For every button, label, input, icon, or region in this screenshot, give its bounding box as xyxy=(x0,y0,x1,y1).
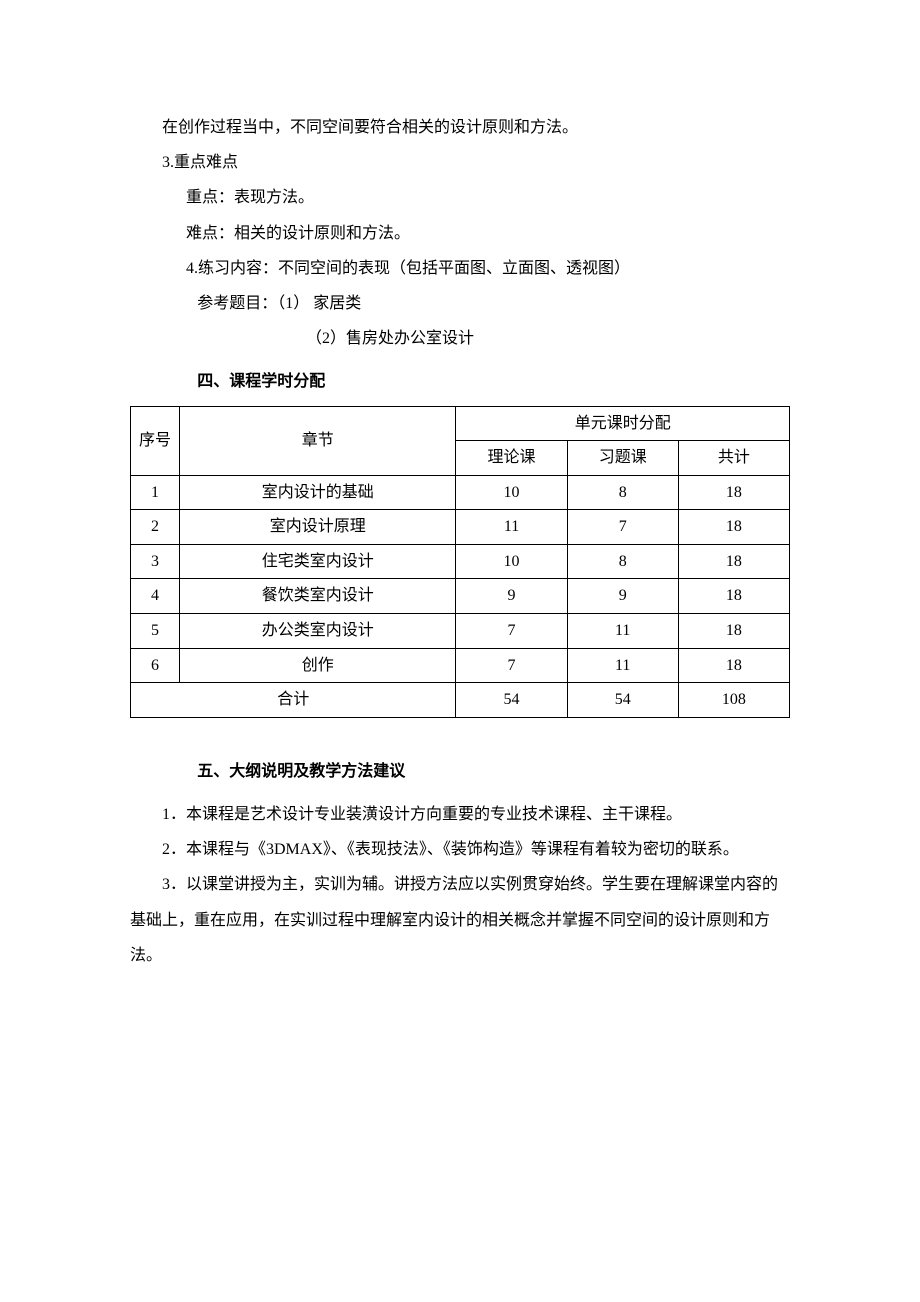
cell-exercise: 11 xyxy=(567,648,678,683)
table-row: 4餐饮类室内设计9918 xyxy=(131,579,790,614)
col-theory: 理论课 xyxy=(456,441,567,476)
cell-seq: 4 xyxy=(131,579,180,614)
cell-theory: 9 xyxy=(456,579,567,614)
paragraph: 在创作过程当中，不同空间要符合相关的设计原则和方法。 xyxy=(130,110,790,145)
cell-chapter: 室内设计原理 xyxy=(180,510,456,545)
table-header: 序号 章节 单元课时分配 理论课 习题课 共计 xyxy=(131,406,790,475)
cell-seq: 2 xyxy=(131,510,180,545)
cell-exercise: 7 xyxy=(567,510,678,545)
table-footer: 合计 54 54 108 xyxy=(131,683,790,718)
col-seq: 序号 xyxy=(131,406,180,475)
section-heading-5: 五、大纲说明及教学方法建议 xyxy=(130,754,790,789)
paragraph: 参考题目：（1） 家居类 xyxy=(130,286,790,321)
cell-total: 18 xyxy=(678,475,789,510)
paragraph: 2．本课程与《3DMAX》、《表现技法》、《装饰构造》等课程有着较为密切的联系。 xyxy=(130,832,790,867)
col-chapter: 章节 xyxy=(180,406,456,475)
table-row: 3住宅类室内设计10818 xyxy=(131,544,790,579)
cell-theory: 7 xyxy=(456,614,567,649)
table-row: 1室内设计的基础10818 xyxy=(131,475,790,510)
footer-theory: 54 xyxy=(456,683,567,718)
table-row: 5办公类室内设计71118 xyxy=(131,614,790,649)
col-total: 共计 xyxy=(678,441,789,476)
footer-label: 合计 xyxy=(131,683,456,718)
cell-theory: 7 xyxy=(456,648,567,683)
cell-exercise: 8 xyxy=(567,544,678,579)
cell-theory: 10 xyxy=(456,544,567,579)
cell-seq: 5 xyxy=(131,614,180,649)
table-row: 2室内设计原理11718 xyxy=(131,510,790,545)
paragraph: 3．以课堂讲授为主，实训为辅。讲授方法应以实例贯穿始终。学生要在理解课堂内容的基… xyxy=(130,867,790,973)
cell-total: 18 xyxy=(678,510,789,545)
paragraph: 难点：相关的设计原则和方法。 xyxy=(130,216,790,251)
paragraph: 重点：表现方法。 xyxy=(130,180,790,215)
cell-total: 18 xyxy=(678,648,789,683)
hours-table: 序号 章节 单元课时分配 理论课 习题课 共计 1室内设计的基础108182室内… xyxy=(130,406,790,718)
paragraph: （2）售房处办公室设计 xyxy=(130,321,790,356)
document-page: 在创作过程当中，不同空间要符合相关的设计原则和方法。 3.重点难点 重点：表现方… xyxy=(0,0,920,1302)
paragraph: 4.练习内容：不同空间的表现（包括平面图、立面图、透视图） xyxy=(130,251,790,286)
cell-chapter: 创作 xyxy=(180,648,456,683)
table-row: 6创作71118 xyxy=(131,648,790,683)
table-body: 1室内设计的基础108182室内设计原理117183住宅类室内设计108184餐… xyxy=(131,475,790,683)
cell-total: 18 xyxy=(678,544,789,579)
cell-exercise: 8 xyxy=(567,475,678,510)
cell-seq: 1 xyxy=(131,475,180,510)
footer-exercise: 54 xyxy=(567,683,678,718)
cell-exercise: 9 xyxy=(567,579,678,614)
cell-theory: 10 xyxy=(456,475,567,510)
cell-chapter: 室内设计的基础 xyxy=(180,475,456,510)
paragraph: 3.重点难点 xyxy=(130,145,790,180)
cell-chapter: 住宅类室内设计 xyxy=(180,544,456,579)
paragraph: 1．本课程是艺术设计专业装潢设计方向重要的专业技术课程、主干课程。 xyxy=(130,797,790,832)
cell-seq: 3 xyxy=(131,544,180,579)
cell-chapter: 办公类室内设计 xyxy=(180,614,456,649)
col-exercise: 习题课 xyxy=(567,441,678,476)
cell-theory: 11 xyxy=(456,510,567,545)
cell-seq: 6 xyxy=(131,648,180,683)
cell-exercise: 11 xyxy=(567,614,678,649)
cell-total: 18 xyxy=(678,579,789,614)
section-heading-4: 四、课程学时分配 xyxy=(130,364,790,399)
col-unit-group: 单元课时分配 xyxy=(456,406,790,441)
cell-total: 18 xyxy=(678,614,789,649)
footer-total: 108 xyxy=(678,683,789,718)
cell-chapter: 餐饮类室内设计 xyxy=(180,579,456,614)
